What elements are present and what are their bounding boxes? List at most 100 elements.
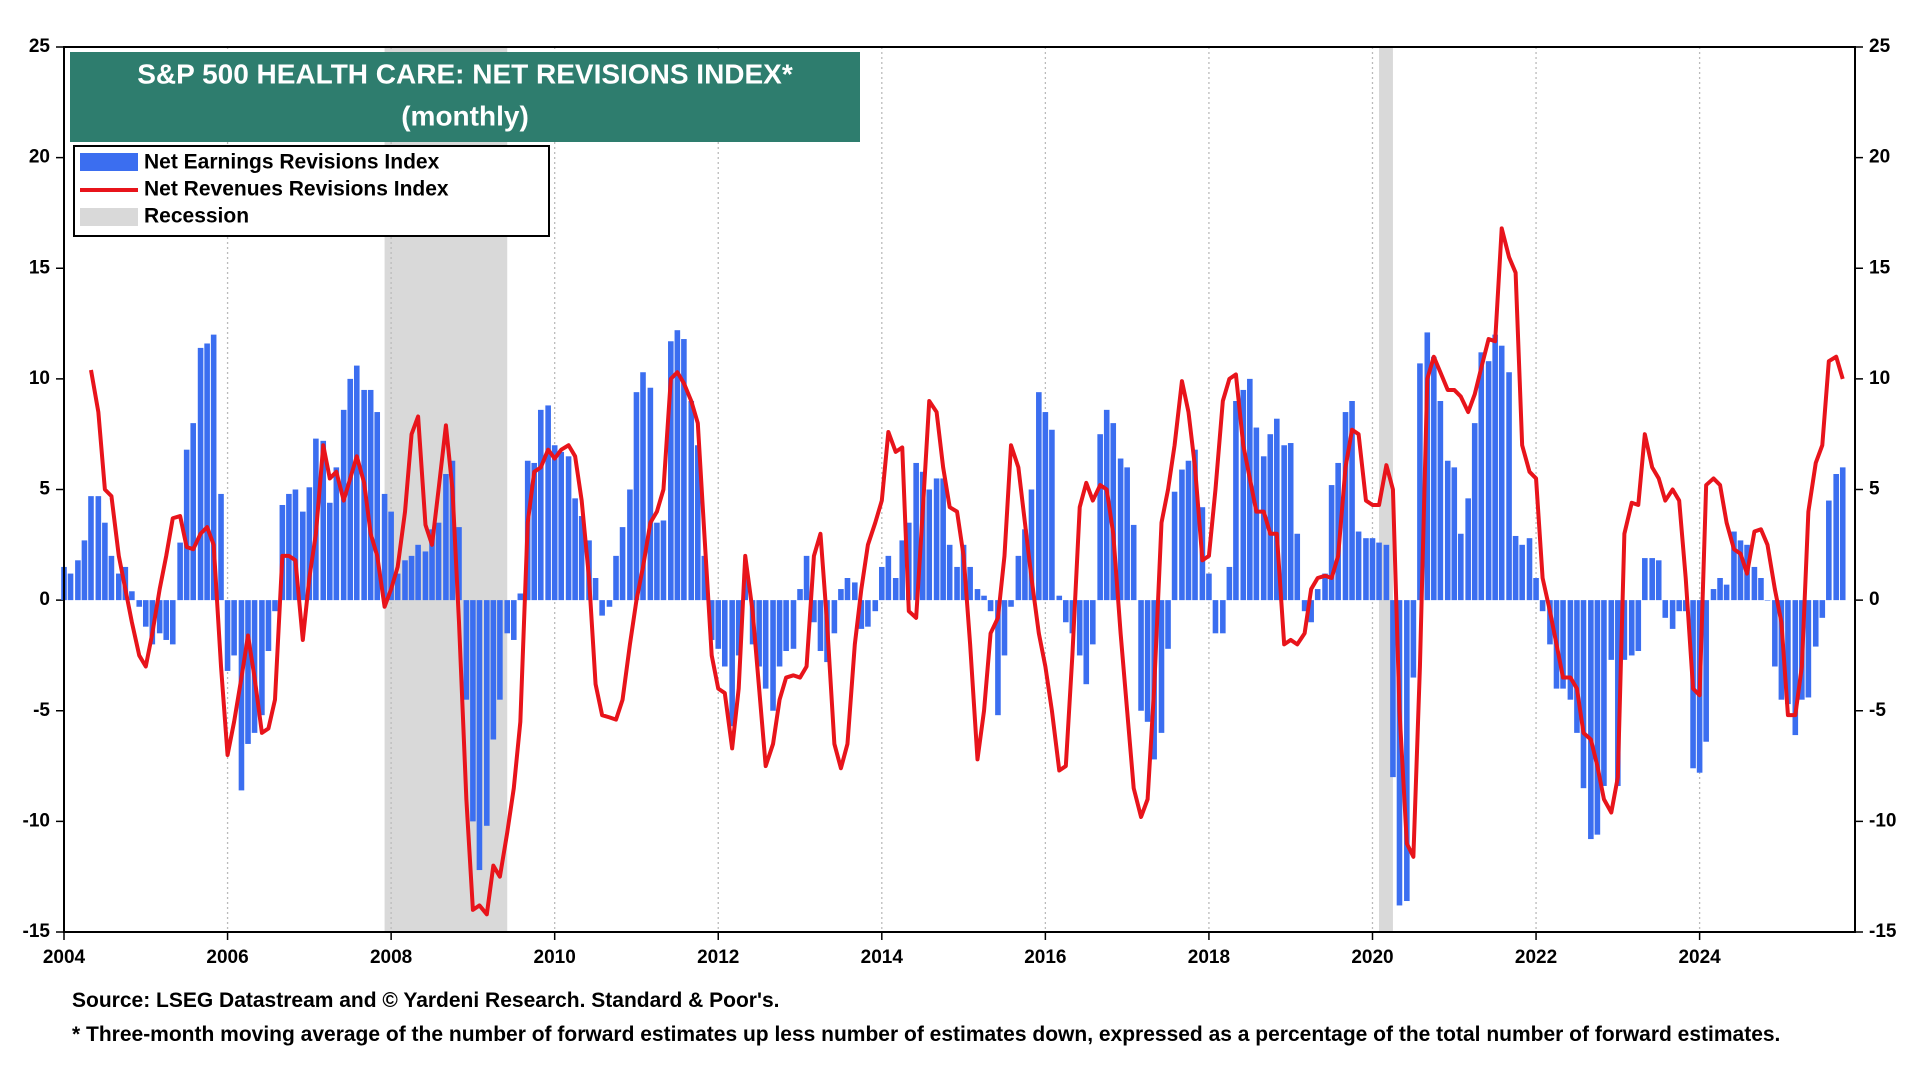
bar bbox=[688, 401, 695, 601]
bar bbox=[183, 449, 190, 601]
bar bbox=[933, 478, 940, 601]
bar bbox=[1383, 544, 1390, 601]
bar bbox=[1703, 600, 1709, 742]
bar bbox=[633, 392, 640, 601]
bar bbox=[1130, 524, 1137, 601]
bar bbox=[449, 460, 456, 601]
bar bbox=[259, 600, 265, 716]
bar bbox=[640, 372, 646, 601]
bar bbox=[1588, 600, 1594, 840]
bar bbox=[102, 522, 108, 601]
bar bbox=[1117, 458, 1124, 601]
y-tick-label-right: -10 bbox=[1869, 810, 1896, 831]
bar bbox=[1826, 500, 1832, 601]
bar bbox=[1247, 378, 1253, 601]
bar bbox=[995, 600, 1001, 716]
bar bbox=[340, 409, 347, 601]
bar bbox=[1396, 600, 1403, 906]
bar bbox=[1103, 409, 1110, 601]
bar bbox=[1124, 467, 1130, 601]
bar bbox=[326, 502, 333, 601]
bar bbox=[1287, 443, 1294, 601]
bar bbox=[885, 555, 892, 601]
bar bbox=[1260, 456, 1267, 601]
source: Source: LSEG Datastream and © Yardeni Re… bbox=[72, 989, 780, 1012]
y-tick-label: 10 bbox=[29, 368, 50, 389]
bar bbox=[1253, 427, 1260, 601]
bar bbox=[1171, 491, 1178, 601]
bar bbox=[721, 600, 728, 667]
bar bbox=[1008, 600, 1014, 607]
recession-band bbox=[1379, 47, 1393, 932]
bar bbox=[1676, 600, 1682, 612]
y-tick-label-right: 15 bbox=[1869, 257, 1891, 278]
y-tick-label-right: -5 bbox=[1869, 700, 1886, 721]
bar bbox=[388, 511, 394, 601]
bar bbox=[1028, 489, 1035, 601]
bar bbox=[1519, 544, 1525, 601]
bar bbox=[1015, 555, 1022, 601]
bar bbox=[913, 462, 919, 601]
bar bbox=[517, 593, 524, 601]
bar bbox=[292, 489, 299, 601]
bar bbox=[470, 600, 476, 822]
bar bbox=[762, 600, 769, 689]
bar bbox=[1349, 401, 1355, 601]
bar bbox=[899, 540, 906, 601]
y-tick-label: 15 bbox=[29, 257, 51, 278]
bar bbox=[1410, 600, 1417, 678]
bar bbox=[476, 600, 483, 871]
bar bbox=[1158, 600, 1165, 733]
bar bbox=[838, 589, 844, 601]
bar bbox=[1594, 600, 1601, 835]
bar bbox=[1076, 600, 1083, 656]
bar bbox=[1363, 538, 1369, 601]
bar bbox=[218, 493, 224, 601]
bar bbox=[1390, 600, 1396, 778]
bar bbox=[224, 600, 231, 671]
bar bbox=[1772, 600, 1778, 667]
y-tick-label-right: 20 bbox=[1869, 147, 1890, 168]
bar bbox=[429, 529, 435, 601]
bar bbox=[136, 600, 143, 607]
bar bbox=[1615, 600, 1621, 786]
bar bbox=[1498, 345, 1505, 601]
bar bbox=[1301, 600, 1308, 612]
bar bbox=[88, 496, 94, 601]
bar bbox=[1465, 498, 1471, 601]
x-tick-label: 2018 bbox=[1188, 947, 1230, 968]
x-tick-label: 2022 bbox=[1515, 947, 1557, 968]
bar bbox=[776, 600, 783, 667]
bar bbox=[1355, 531, 1362, 601]
bar bbox=[1417, 363, 1423, 601]
bar bbox=[484, 600, 490, 826]
legend-box bbox=[73, 145, 550, 237]
bar bbox=[490, 600, 497, 740]
footnotes: Source: LSEG Datastream and © Yardeni Re… bbox=[72, 984, 1802, 1052]
bar bbox=[654, 522, 660, 601]
bar bbox=[374, 412, 381, 601]
bar bbox=[1485, 361, 1492, 601]
bar bbox=[1601, 600, 1607, 786]
bar bbox=[1226, 566, 1233, 601]
legend-label: Net Earnings Revisions Index bbox=[144, 151, 440, 174]
bar bbox=[592, 578, 599, 601]
bar bbox=[735, 600, 742, 656]
bar bbox=[987, 600, 994, 612]
bar bbox=[1471, 423, 1478, 601]
bar bbox=[1165, 600, 1171, 649]
bar bbox=[1833, 474, 1839, 601]
bar bbox=[1056, 595, 1063, 601]
bar bbox=[67, 573, 74, 601]
bar bbox=[1812, 600, 1819, 647]
bar bbox=[1506, 372, 1512, 601]
bar bbox=[1036, 392, 1042, 601]
bar bbox=[660, 520, 667, 601]
bar bbox=[231, 600, 237, 656]
bar bbox=[681, 339, 687, 601]
bar bbox=[279, 504, 286, 601]
bar bbox=[1206, 573, 1212, 601]
line bbox=[89, 226, 1845, 917]
bar bbox=[974, 589, 981, 601]
